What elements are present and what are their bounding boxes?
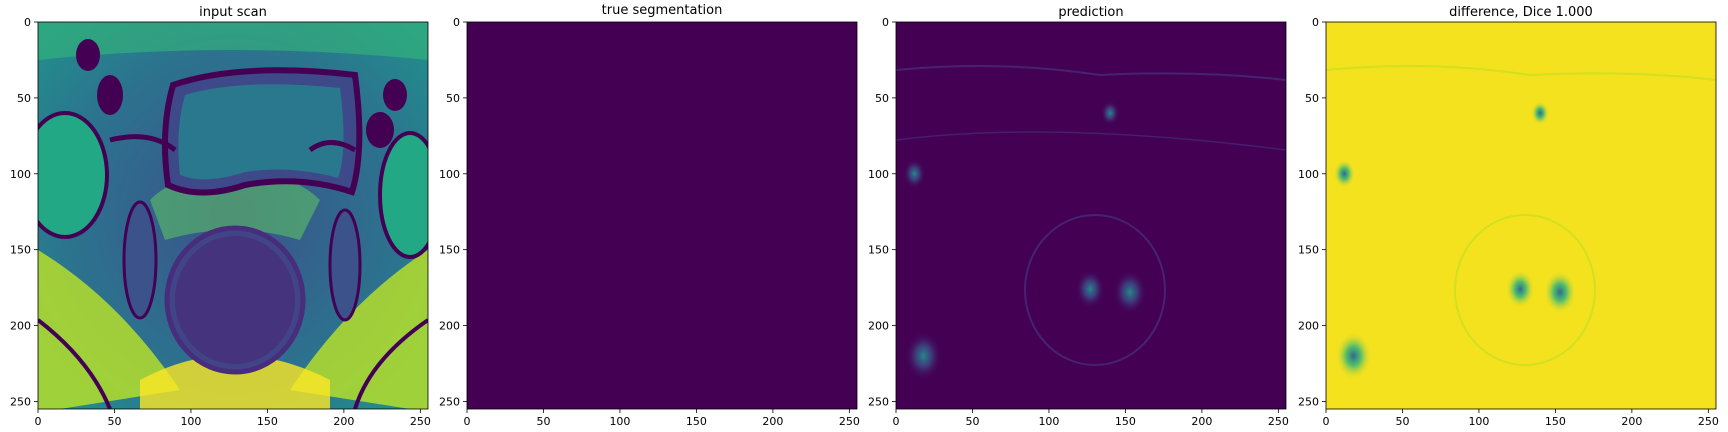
prediction-image [896, 22, 1286, 409]
x-tick-label: 200 [762, 415, 783, 428]
panel-input-scan: input scan [10, 5, 431, 428]
axes-frame [37, 21, 429, 410]
x-tick-label: 200 [1191, 415, 1212, 428]
y-tick-label: 100 [439, 168, 460, 181]
y-tick-label: 250 [868, 395, 889, 408]
activation-spot [903, 159, 926, 189]
scan-image [38, 22, 428, 409]
x-tick-label: 50 [965, 415, 979, 428]
panel-title: input scan [199, 5, 267, 20]
y-tick-label: 250 [10, 395, 31, 408]
x-tick-label: 50 [107, 415, 121, 428]
x-tick-label: 0 [35, 415, 42, 428]
y-tick-label: 150 [1298, 244, 1319, 257]
panel-difference: difference, Dice 1.000 0 50 100 150 200 250 0 5… [1298, 5, 1719, 428]
y-tick-label: 100 [10, 168, 31, 181]
y-tick-label: 50 [17, 92, 31, 105]
panel-title: difference, Dice 1.000 [1449, 5, 1593, 20]
panel-title: prediction [1058, 5, 1123, 20]
x-tick-label: 200 [1621, 415, 1642, 428]
activation-spot [905, 331, 942, 381]
activation-spot [1075, 269, 1105, 309]
x-tick-label: 0 [1323, 415, 1330, 428]
y-tick-label: 100 [868, 168, 889, 181]
y-tick-label: 50 [1305, 92, 1319, 105]
y-tick-label: 150 [10, 244, 31, 257]
y-tick-label: 0 [1312, 16, 1319, 29]
x-tick-label: 0 [464, 415, 471, 428]
x-tick-label: 0 [893, 415, 900, 428]
y-tick-label: 50 [875, 92, 889, 105]
difference-image [1326, 22, 1716, 409]
panel-title: true segmentation [602, 3, 723, 18]
activation-spot [1100, 100, 1120, 126]
axes-frame [466, 21, 858, 410]
y-tick-label: 0 [24, 16, 31, 29]
x-tick-label: 250 [1268, 415, 1289, 428]
segmentation-image [467, 22, 857, 409]
y-tick-label: 200 [10, 320, 31, 333]
y-tick-label: 200 [1298, 320, 1319, 333]
panel-prediction: prediction 0 50 100 150 200 250 0 50 100 150 200 25… [868, 5, 1289, 428]
y-tick-label: 200 [868, 320, 889, 333]
y-tick-label: 200 [439, 320, 460, 333]
x-tick-label: 150 [257, 415, 278, 428]
x-tick-label: 100 [1038, 415, 1059, 428]
x-tick-label: 250 [1698, 415, 1719, 428]
y-tick-label: 150 [868, 244, 889, 257]
y-tick-label: 0 [453, 16, 460, 29]
x-tick-label: 150 [1115, 415, 1136, 428]
x-tick-label: 250 [839, 415, 860, 428]
activation-spot [1543, 270, 1577, 314]
y-tick-label: 0 [882, 16, 889, 29]
x-tick-label: 150 [686, 415, 707, 428]
x-tick-label: 100 [609, 415, 630, 428]
y-tick-label: 150 [439, 244, 460, 257]
x-tick-label: 100 [1468, 415, 1489, 428]
x-tick-label: 50 [536, 415, 550, 428]
activation-spot [1505, 269, 1535, 309]
axes-frame [1325, 21, 1717, 410]
activation-spot [1333, 159, 1356, 189]
axes-frame [895, 21, 1287, 410]
y-tick-label: 250 [439, 395, 460, 408]
activation-spot [1530, 100, 1550, 126]
x-tick-label: 50 [1395, 415, 1409, 428]
x-tick-label: 150 [1545, 415, 1566, 428]
x-tick-label: 250 [410, 415, 431, 428]
y-tick-label: 50 [446, 92, 460, 105]
x-tick-label: 200 [333, 415, 354, 428]
y-tick-label: 100 [1298, 168, 1319, 181]
x-tick-label: 100 [180, 415, 201, 428]
y-tick-label: 250 [1298, 395, 1319, 408]
activation-spot [1113, 270, 1147, 314]
panel-true-segmentation: true segmentation 0 50 100 150 200 250 0 50 100 1… [439, 3, 860, 428]
activation-spot [1335, 331, 1372, 381]
